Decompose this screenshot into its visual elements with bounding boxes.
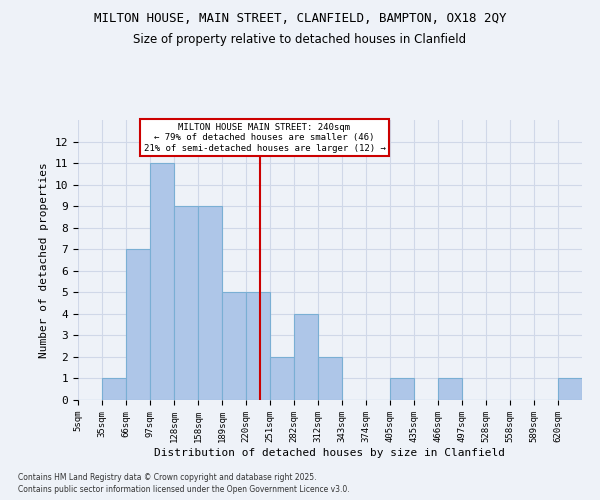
Bar [102, 378, 126, 400]
Text: MILTON HOUSE MAIN STREET: 240sqm
← 79% of detached houses are smaller (46)
21% o: MILTON HOUSE MAIN STREET: 240sqm ← 79% o… [143, 123, 385, 152]
Bar [270, 357, 294, 400]
Text: MILTON HOUSE, MAIN STREET, CLANFIELD, BAMPTON, OX18 2QY: MILTON HOUSE, MAIN STREET, CLANFIELD, BA… [94, 12, 506, 26]
Text: Contains public sector information licensed under the Open Government Licence v3: Contains public sector information licen… [18, 485, 350, 494]
Bar [198, 206, 222, 400]
Bar [390, 378, 414, 400]
Bar [150, 163, 174, 400]
Bar [294, 314, 318, 400]
Bar [126, 249, 150, 400]
Bar [174, 206, 198, 400]
Bar [246, 292, 270, 400]
Bar [318, 357, 342, 400]
Bar [438, 378, 462, 400]
Bar [222, 292, 246, 400]
Text: Contains HM Land Registry data © Crown copyright and database right 2025.: Contains HM Land Registry data © Crown c… [18, 472, 317, 482]
Text: Size of property relative to detached houses in Clanfield: Size of property relative to detached ho… [133, 32, 467, 46]
X-axis label: Distribution of detached houses by size in Clanfield: Distribution of detached houses by size … [155, 448, 505, 458]
Y-axis label: Number of detached properties: Number of detached properties [39, 162, 49, 358]
Bar [558, 378, 582, 400]
